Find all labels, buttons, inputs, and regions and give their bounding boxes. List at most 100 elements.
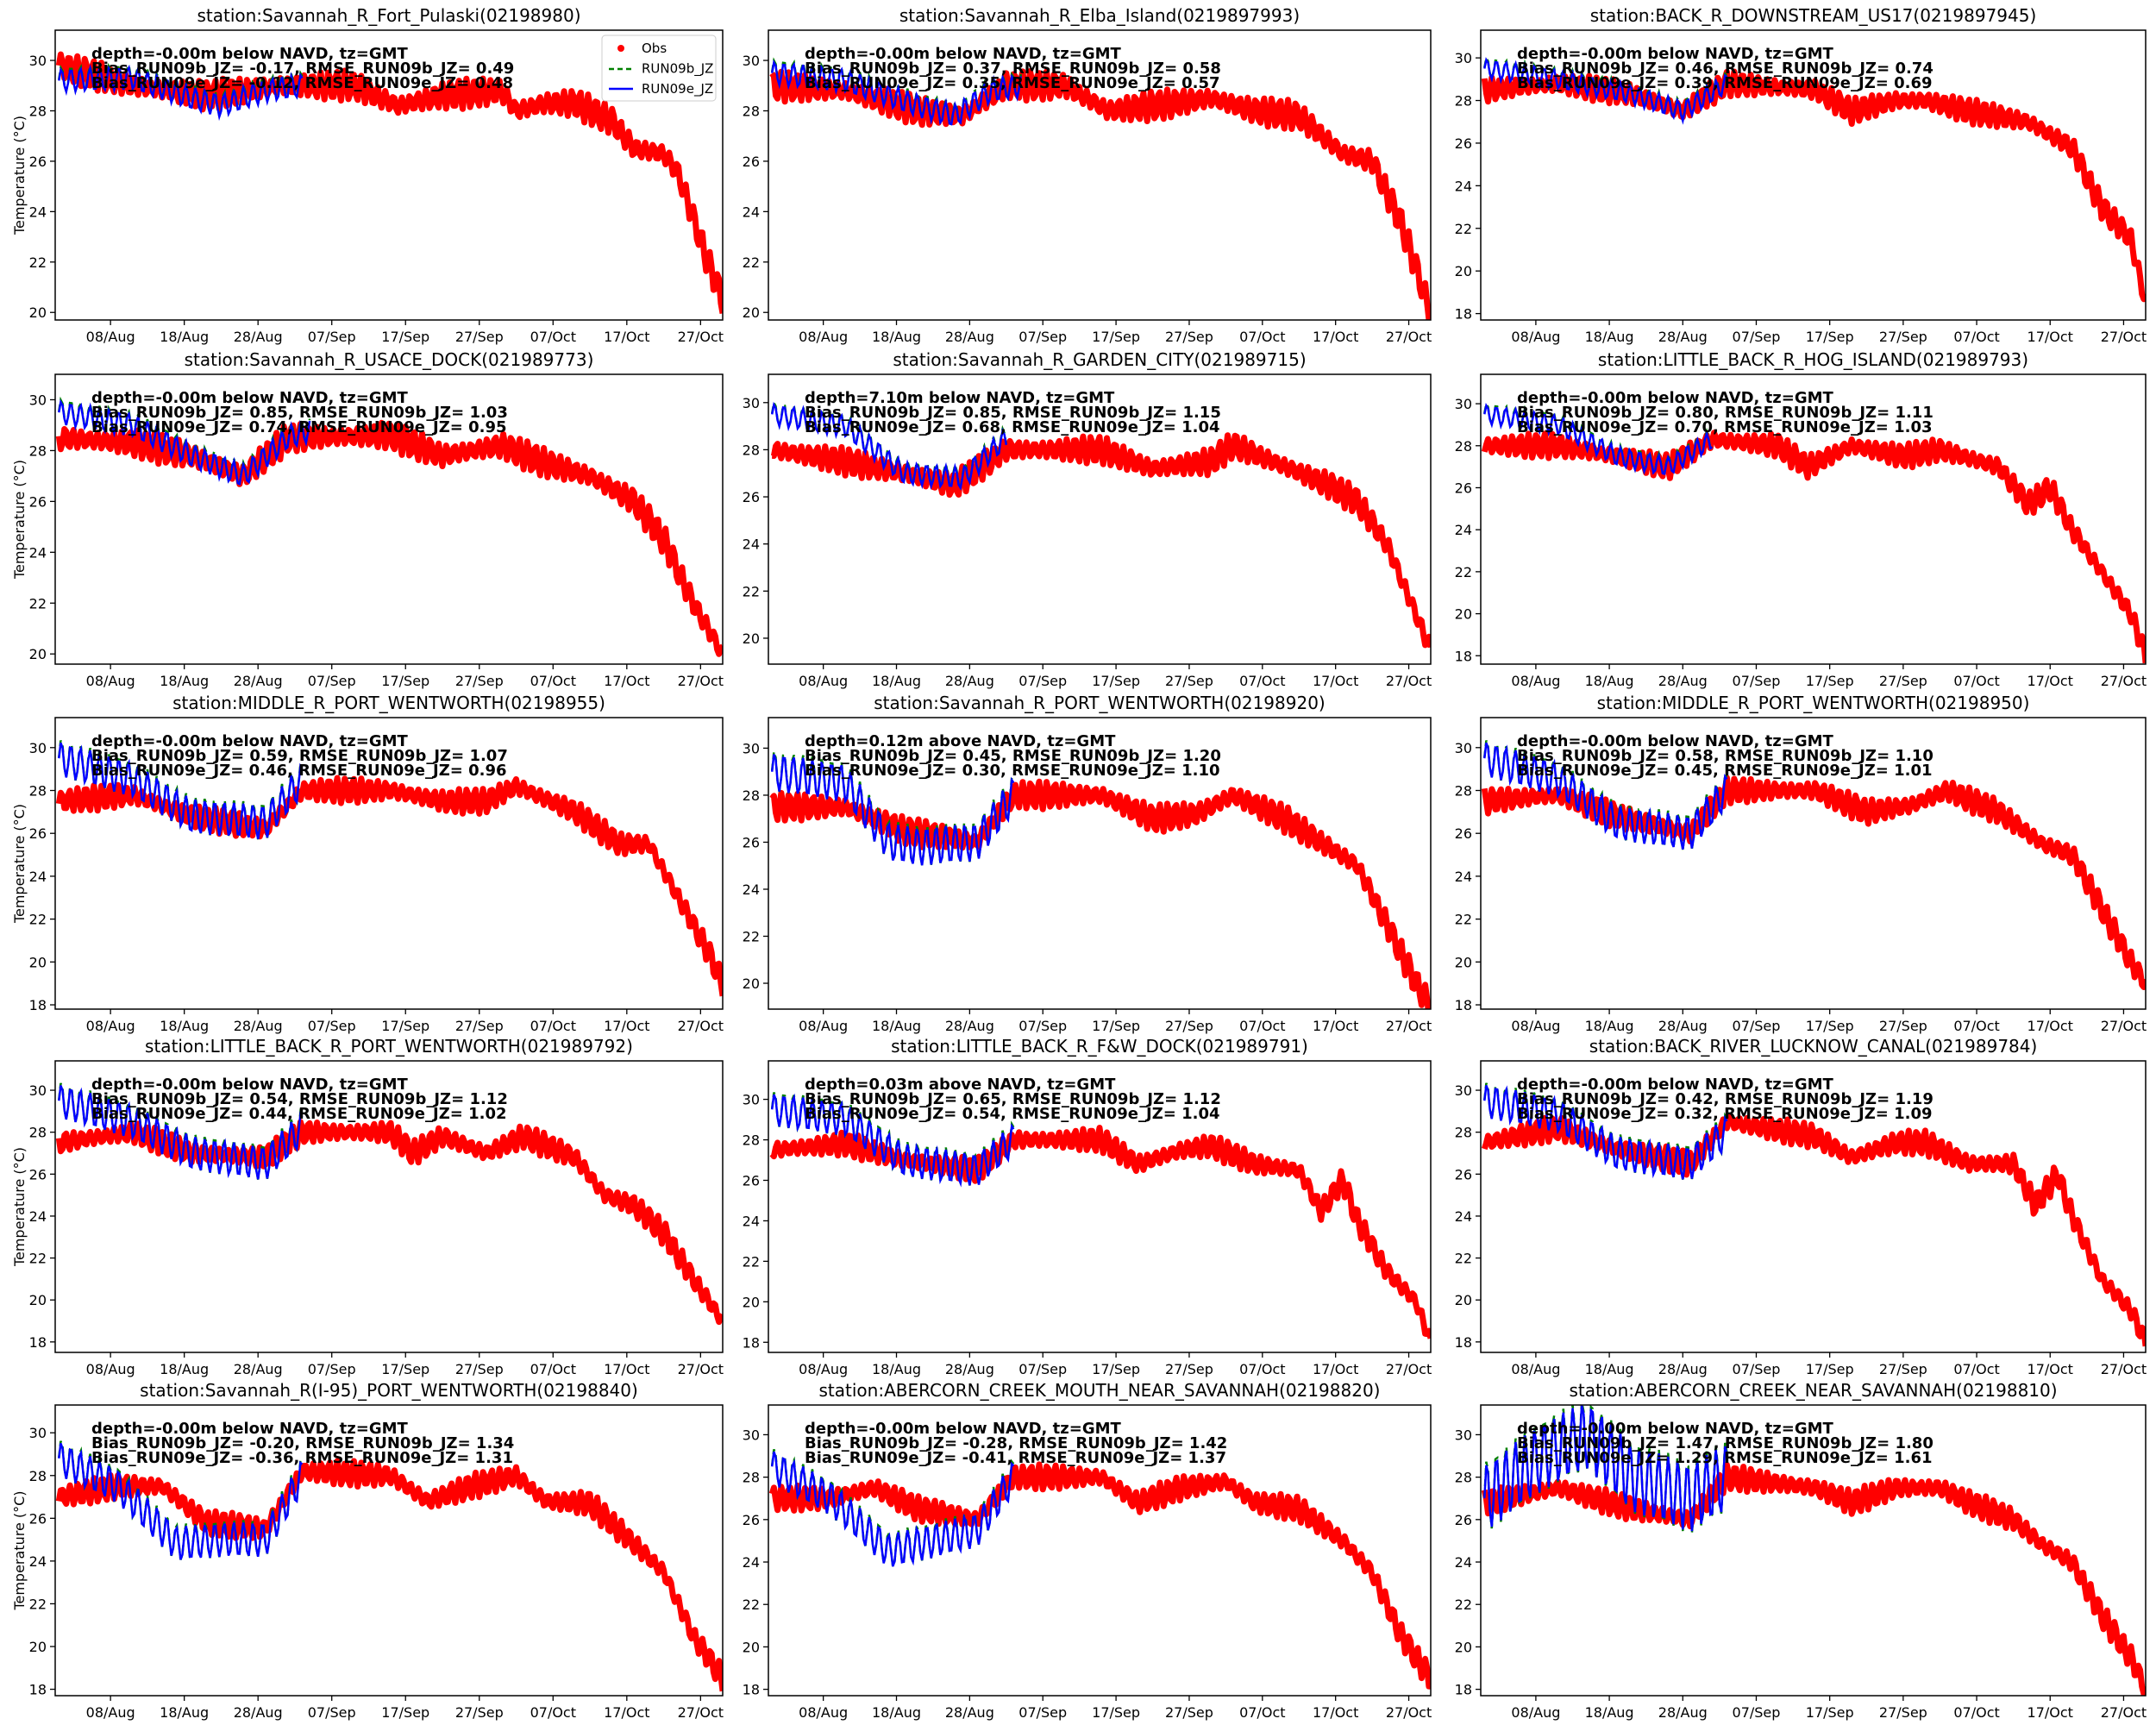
y-tick-label: 26: [1455, 480, 1472, 496]
y-tick-label: 26: [1455, 135, 1472, 152]
stats-annotation: Bias_RUN09e_JZ= 0.46, RMSE_RUN09e_JZ= 0.…: [91, 762, 507, 780]
x-tick-label: 28/Aug: [1658, 1018, 1708, 1034]
y-tick-label: 24: [1455, 869, 1472, 885]
stats-annotation: Bias_RUN09b_JZ= 0.85, RMSE_RUN09b_JZ= 1.…: [91, 404, 508, 422]
stats-annotation: Bias_RUN09e_JZ= 0.32, RMSE_RUN09e_JZ= 1.…: [1517, 1105, 1933, 1123]
y-tick-label: 28: [29, 103, 47, 119]
y-tick-label: 28: [1455, 1470, 1472, 1486]
x-tick-label: 08/Aug: [799, 673, 848, 689]
x-tick-label: 17/Oct: [1313, 673, 1358, 689]
subplot-title: station:LITTLE_BACK_R_F&W_DOCK(021989791…: [891, 1036, 1308, 1057]
obs-series: [769, 68, 1431, 320]
x-tick-label: 07/Oct: [1953, 329, 1999, 345]
stats-annotation: depth=-0.00m below NAVD, tz=GMT: [1517, 45, 1834, 63]
subplot-title: station:MIDDLE_R_PORT_WENTWORTH(02198955…: [172, 693, 605, 713]
y-tick-label: 28: [743, 1470, 760, 1486]
x-tick-label: 07/Sep: [308, 1018, 356, 1034]
x-tick-label: 18/Aug: [160, 1018, 209, 1034]
x-tick-label: 08/Aug: [799, 329, 848, 345]
y-tick-label: 26: [743, 489, 760, 505]
x-tick-label: 18/Aug: [160, 329, 209, 345]
x-tick-label: 18/Aug: [1585, 673, 1634, 689]
plot-area: [1481, 1405, 2146, 1696]
y-tick-label: 24: [743, 881, 760, 898]
x-tick-label: 27/Sep: [1165, 329, 1213, 345]
subplot-title: station:Savannah_R_USACE_DOCK(021989773): [185, 349, 594, 370]
y-axis-label: Temperature (°C): [11, 1490, 28, 1610]
stats-annotation: Bias_RUN09b_JZ= 0.42, RMSE_RUN09b_JZ= 1.…: [1517, 1090, 1934, 1108]
x-tick-label: 28/Aug: [945, 673, 994, 689]
y-axis-label: Temperature (°C): [11, 1147, 28, 1267]
x-tick-label: 18/Aug: [160, 673, 209, 689]
stats-annotation: Bias_RUN09e_JZ= 0.70, RMSE_RUN09e_JZ= 1.…: [1517, 418, 1933, 436]
y-tick-label: 24: [29, 544, 47, 561]
x-tick-label: 28/Aug: [945, 1018, 994, 1034]
y-tick-label: 28: [29, 783, 47, 800]
x-tick-label: 07/Sep: [308, 329, 356, 345]
obs-series: [1481, 775, 2146, 990]
x-tick-label: 27/Oct: [678, 673, 724, 689]
plot-area: [55, 740, 723, 997]
y-axis-label: Temperature (°C): [11, 804, 28, 924]
axes-frame: [768, 1060, 1432, 1353]
x-tick-label: 27/Oct: [1386, 1361, 1432, 1377]
x-tick-label: 18/Aug: [872, 1361, 921, 1377]
y-tick-label: 30: [29, 392, 47, 408]
x-tick-label: 28/Aug: [1658, 1704, 1708, 1721]
x-tick-label: 27/Sep: [1879, 1361, 1927, 1377]
y-tick-label: 18: [1455, 1334, 1472, 1351]
x-tick-label: 27/Sep: [455, 673, 504, 689]
x-tick-label: 27/Oct: [1386, 1018, 1432, 1034]
run09b-series: [1483, 1082, 1728, 1180]
y-tick-label: 22: [743, 1253, 760, 1270]
stats-annotation: depth=-0.00m below NAVD, tz=GMT: [805, 45, 1122, 63]
y-tick-label: 20: [1455, 1639, 1472, 1655]
subplot-title: station:Savannah_R(I-95)_PORT_WENTWORTH(…: [140, 1380, 638, 1401]
stats-annotation: Bias_RUN09b_JZ= 0.45, RMSE_RUN09b_JZ= 1.…: [805, 747, 1221, 765]
x-tick-label: 07/Oct: [530, 329, 576, 345]
stats-annotation: Bias_RUN09b_JZ= -0.20, RMSE_RUN09b_JZ= 1…: [91, 1434, 514, 1452]
legend-box: [601, 34, 717, 102]
x-tick-label: 07/Sep: [1018, 329, 1067, 345]
x-tick-label: 08/Aug: [799, 1704, 848, 1721]
x-tick-label: 17/Sep: [1806, 673, 1854, 689]
stats-annotation: depth=0.03m above NAVD, tz=GMT: [805, 1076, 1116, 1094]
obs-series: [1481, 430, 2146, 664]
subplot-11: station:LITTLE_BACK_R_F&W_DOCK(021989791…: [743, 1036, 1432, 1377]
x-tick-label: 07/Oct: [1239, 329, 1285, 345]
x-tick-label: 07/Sep: [1018, 1361, 1067, 1377]
subplot-9: station:MIDDLE_R_PORT_WENTWORTH(02198950…: [1455, 693, 2147, 1034]
plot-area: [1481, 1082, 2146, 1347]
stats-annotation: Bias_RUN09b_JZ= 0.58, RMSE_RUN09b_JZ= 1.…: [1517, 747, 1934, 765]
x-tick-label: 27/Oct: [1386, 1704, 1432, 1721]
stats-annotation: depth=-0.00m below NAVD, tz=GMT: [805, 1420, 1122, 1438]
y-tick-label: 22: [743, 929, 760, 945]
y-tick-label: 26: [29, 1510, 47, 1527]
y-tick-label: 26: [29, 493, 47, 510]
x-tick-label: 27/Sep: [1165, 1704, 1213, 1721]
y-tick-label: 24: [29, 1208, 47, 1225]
run09e-series: [770, 1093, 1015, 1188]
x-tick-label: 08/Aug: [86, 673, 135, 689]
y-tick-label: 30: [743, 53, 760, 69]
stats-annotation: Bias_RUN09b_JZ= 1.47, RMSE_RUN09b_JZ= 1.…: [1517, 1434, 1934, 1452]
x-tick-label: 28/Aug: [234, 1361, 283, 1377]
x-tick-label: 17/Sep: [1806, 1361, 1854, 1377]
y-tick-label: 28: [1455, 783, 1472, 800]
obs-series: [770, 432, 1431, 649]
run09e-series: [770, 401, 1008, 491]
obs-series: [768, 1461, 1431, 1690]
x-tick-label: 07/Sep: [1733, 329, 1781, 345]
y-tick-label: 20: [29, 646, 47, 662]
x-tick-label: 28/Aug: [234, 673, 283, 689]
y-tick-label: 30: [29, 1425, 47, 1441]
x-tick-label: 08/Aug: [86, 1361, 135, 1377]
x-tick-label: 17/Sep: [381, 1018, 429, 1034]
x-tick-label: 18/Aug: [872, 673, 921, 689]
subplot-5: station:Savannah_R_GARDEN_CITY(021989715…: [743, 349, 1432, 689]
x-tick-label: 07/Oct: [530, 673, 576, 689]
stats-annotation: depth=7.10m below NAVD, tz=GMT: [805, 389, 1115, 407]
x-tick-label: 17/Oct: [2028, 329, 2073, 345]
y-tick-label: 30: [743, 740, 760, 756]
y-tick-label: 22: [743, 1596, 760, 1613]
